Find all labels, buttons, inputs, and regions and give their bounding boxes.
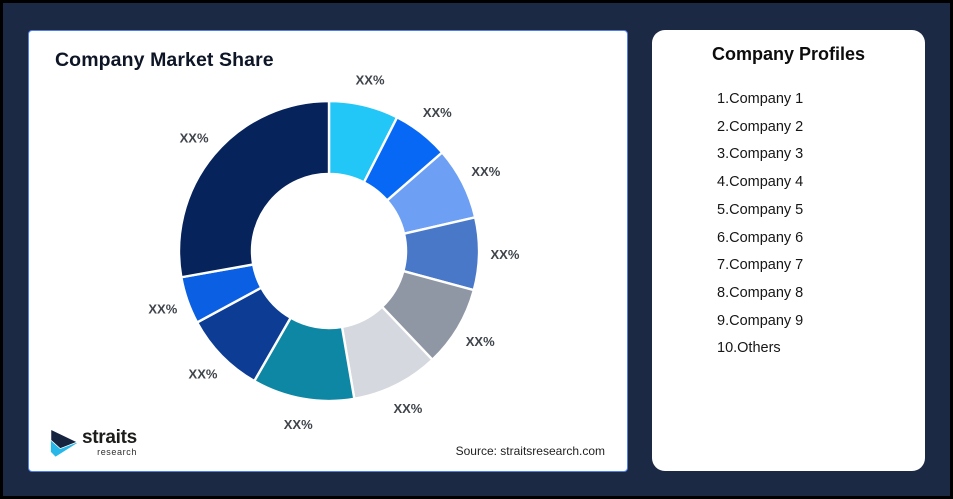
logo-text: straits research bbox=[82, 426, 137, 457]
logo-wordmark: straits bbox=[82, 426, 137, 448]
market-share-panel: Company Market Share XX% XX% XX% XX% XX% XX% X… bbox=[28, 30, 628, 472]
segment-label-4: XX% bbox=[491, 247, 520, 262]
straits-logo: straits research bbox=[49, 427, 137, 458]
straits-logo-icon bbox=[50, 428, 79, 457]
company-list-item: 9.Company 9 bbox=[717, 312, 804, 329]
profiles-title: Company Profiles bbox=[711, 44, 866, 64]
company-profiles-panel: Company Profiles 1.Company 1 2.Company 2 3… bbox=[652, 30, 925, 471]
company-list-item: 4.Company 4 bbox=[717, 174, 804, 191]
segment-label-1: XX% bbox=[356, 73, 385, 88]
logo-subtext: research bbox=[97, 446, 137, 457]
segment-label-9: XX% bbox=[148, 302, 177, 317]
donut-chart: XX% XX% XX% XX% XX% XX% XX% XX% XX% XX% bbox=[148, 73, 520, 432]
segment-label-6: XX% bbox=[393, 401, 422, 416]
segment-label-8: XX% bbox=[189, 367, 218, 382]
segment-label-5: XX% bbox=[466, 334, 495, 349]
logo-navy-shape bbox=[50, 428, 79, 450]
company-list-item: 2.Company 2 bbox=[717, 118, 804, 135]
segment-label-3: XX% bbox=[471, 164, 500, 179]
company-list-item: 1.Company 1 bbox=[717, 91, 804, 107]
company-list-item: 3.Company 3 bbox=[717, 146, 804, 163]
segment-label-2: XX% bbox=[423, 105, 452, 120]
company-list-item: 7.Company 7 bbox=[717, 257, 804, 274]
chart-title: Company Market Share bbox=[55, 49, 274, 71]
company-list-item: 10.Others bbox=[717, 340, 781, 357]
company-list-item: 6.Company 6 bbox=[717, 229, 804, 246]
company-list-item: 8.Company 8 bbox=[717, 284, 804, 301]
company-profiles-list: 1.Company 1 2.Company 2 3.Company 3 4.Compa… bbox=[652, 86, 925, 363]
segment-label-10: XX% bbox=[180, 131, 209, 146]
company-list-item: 5.Company 5 bbox=[717, 201, 804, 218]
donut-segment-10 bbox=[177, 99, 331, 279]
segment-label-7: XX% bbox=[284, 417, 313, 432]
source-note: Source: straitsresearch.com bbox=[455, 444, 605, 458]
